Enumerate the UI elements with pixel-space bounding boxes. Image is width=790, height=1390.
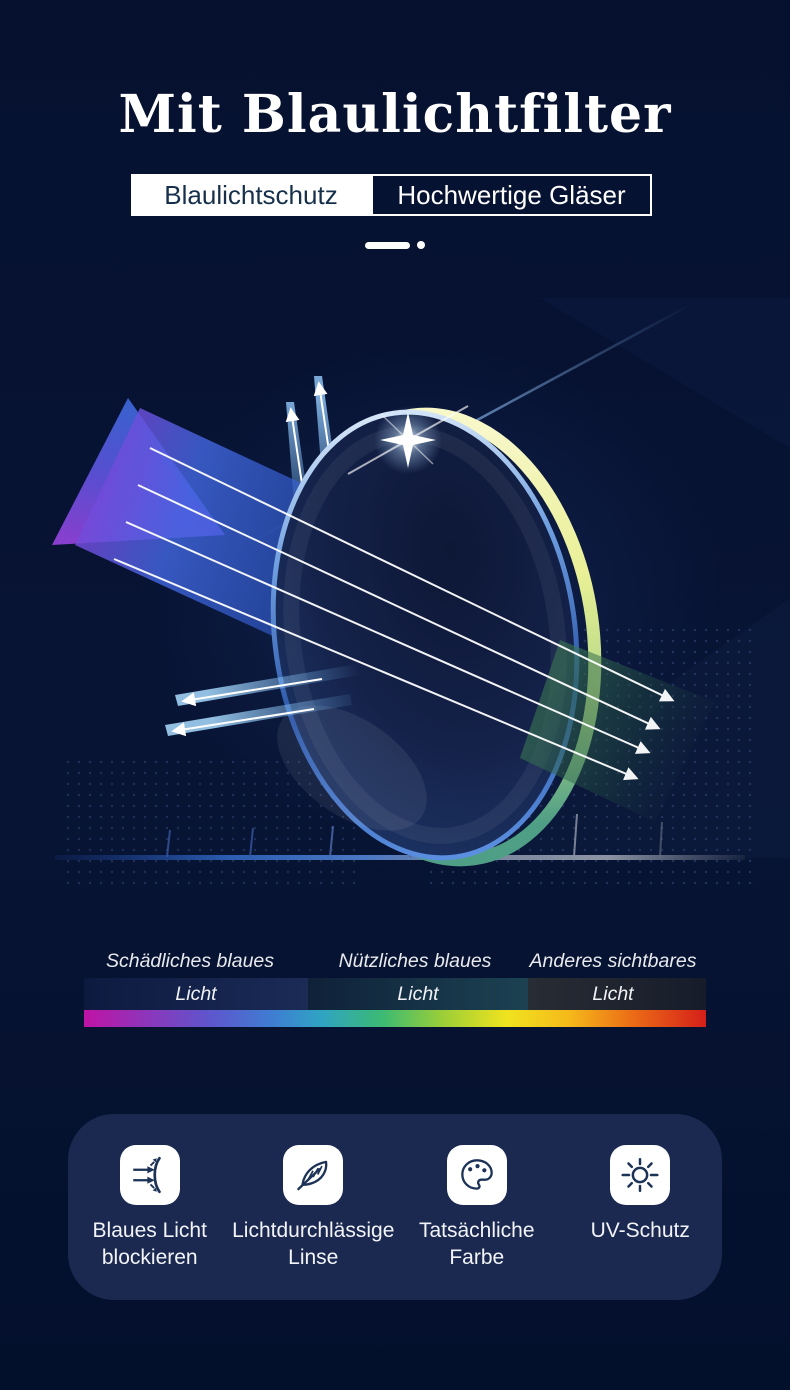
light-rays [113,447,675,781]
legend-band-useful [308,978,528,1010]
feature-label: Blaues Licht blockieren [92,1219,207,1269]
halftone-dots-left [60,753,360,888]
sparkle [347,405,469,475]
features-card: Blaues Licht blockieren Lichtdurchlässig… [68,1114,722,1300]
feature-uv-protection: UV-Schutz [559,1145,723,1244]
legend-label-harmful-line2: Licht [175,983,217,1005]
tab-blaulichtschutz[interactable]: Blaulichtschutz [131,174,371,216]
feature-label: Tatsächliche Farbe [418,1219,535,1269]
tab-bar: Blaulichtschutz Hochwertige Gläser [131,174,652,216]
legend-label-harmful-line1: Schädliches blaues [105,950,275,972]
page-title: Mit Blaulichtfilter [118,84,672,145]
ground-line [55,855,745,860]
palette-icon [446,1145,507,1205]
light-spectrum-bar [84,1010,706,1027]
feature-label: UV-Schutz [590,1219,690,1242]
legend-label-useful-line1: Nützliches blaues [338,950,492,972]
feature-true-color: Tatsächliche Farbe [395,1145,559,1271]
legend-band-harmful [84,978,308,1010]
feature-label: Lichtdurchlässige Linse [232,1219,395,1269]
reflected-beams-left [165,664,360,737]
feature-block-blue-light: Blaues Licht blockieren [68,1145,232,1271]
lens-light-diagram [52,298,790,890]
block-blue-light-icon [119,1145,180,1205]
legend-label-visible-line2: Licht [592,983,634,1005]
legend-band-visible [528,978,706,1010]
pager-indicator-active[interactable] [365,241,410,249]
legend-label-useful-line2: Licht [397,983,439,1005]
sun-icon [610,1145,671,1205]
feature-light-transmitting-lens: Lichtdurchlässige Linse [232,1145,396,1271]
legend-label-visible-line1: Anderes sichtbares [529,950,697,972]
pager-indicator-dot[interactable] [417,241,425,249]
carousel-pager [0,241,790,249]
feather-icon [283,1145,344,1205]
background-diagonal-top [540,298,790,448]
tab-hochwertige-glaeser[interactable]: Hochwertige Gläser [371,174,652,216]
